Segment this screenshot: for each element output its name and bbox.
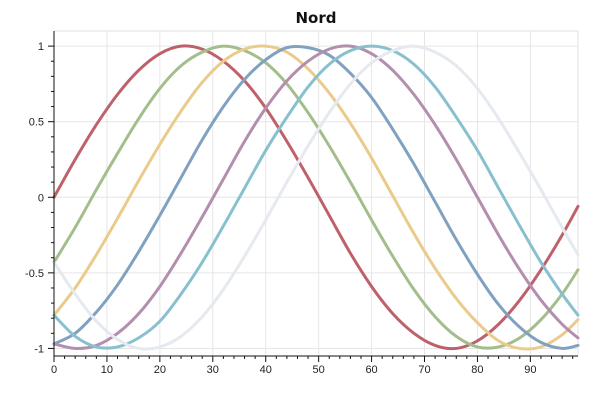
x-tick-label: 20 [154,364,166,376]
series-line-6 [52,44,580,350]
series-lines [52,44,580,351]
x-tick-label: 10 [101,364,113,376]
x-tick-label: 40 [260,364,272,376]
series-line-4 [52,44,580,350]
x-tick-label: 60 [365,364,377,376]
y-tick-label: 1 [38,41,44,53]
x-tick-label: 30 [207,364,219,376]
x-tick-label: 70 [418,364,430,376]
y-tick-label: -1 [34,343,44,355]
series-line-3 [52,44,580,351]
chart-title: Nord [296,9,337,27]
axes: 0 10 20 30 40 50 60 70 80 90 -1 -0.5 0 0.5 1 [25,31,578,376]
y-tick-label: 0.5 [29,117,44,129]
x-tick-label: 90 [524,364,536,376]
y-tick-label: 0 [38,192,44,204]
x-tick-label: 80 [471,364,483,376]
x-tick-label: 50 [313,364,325,376]
series-line-7 [52,44,580,351]
series-line-1 [52,44,580,351]
series-line-5 [52,44,580,350]
x-tick-label: 0 [51,364,57,376]
y-tick-label: -0.5 [25,268,44,280]
